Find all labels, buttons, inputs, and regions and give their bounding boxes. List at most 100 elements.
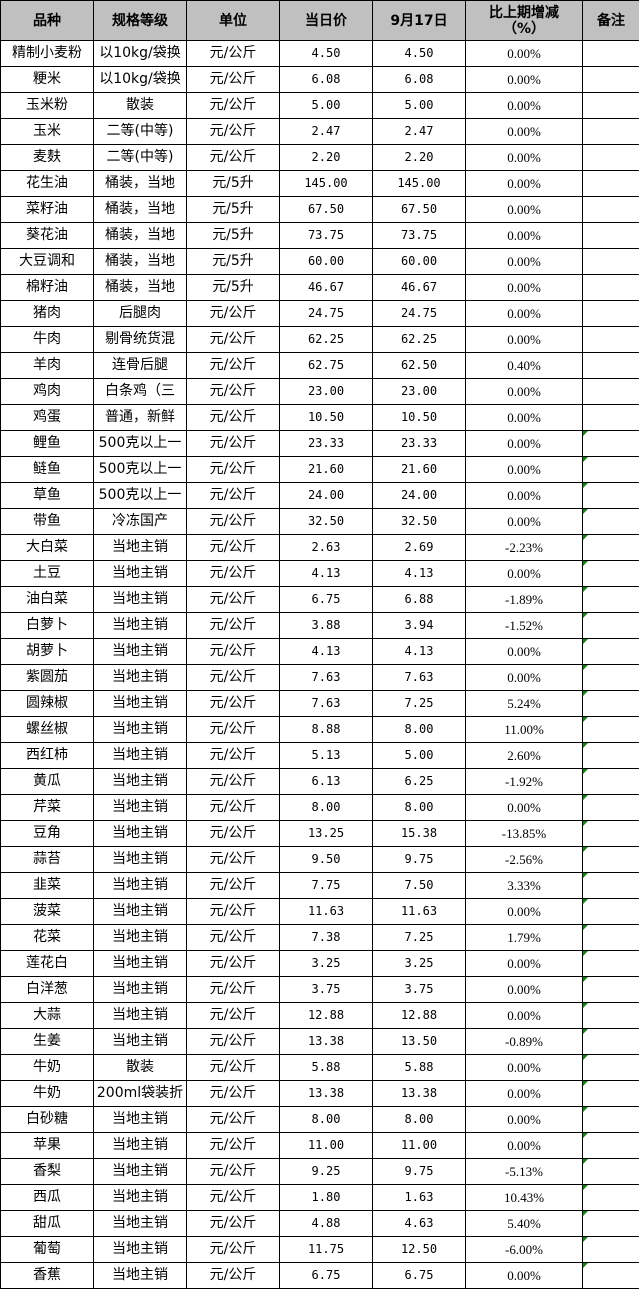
- note-cell: [582, 820, 639, 847]
- today-price-cell: 4.13: [279, 638, 373, 665]
- comment-marker-icon: [583, 951, 588, 956]
- note-cell: [582, 300, 639, 327]
- note-cell: [582, 430, 639, 457]
- comment-marker-icon: [583, 1055, 588, 1060]
- spec-cell: 500克以上一: [93, 456, 187, 483]
- prev-price-cell: 23.00: [372, 378, 466, 405]
- change-cell: 0.00%: [465, 430, 583, 457]
- item-cell: 土豆: [0, 560, 94, 587]
- comment-marker-icon: [583, 1159, 588, 1164]
- item-cell: 甜瓜: [0, 1210, 94, 1237]
- today-price-cell: 12.88: [279, 1002, 373, 1029]
- change-cell: 0.00%: [465, 144, 583, 171]
- note-cell: [582, 404, 639, 431]
- item-cell: 螺丝椒: [0, 716, 94, 743]
- table-row: 黄瓜 当地主销 元/公斤 6.13 6.25 -1.92%: [0, 768, 639, 795]
- spec-cell: 当地主销: [93, 872, 187, 899]
- today-price-cell: 8.00: [279, 794, 373, 821]
- note-cell: [582, 1106, 639, 1133]
- change-cell: 0.00%: [465, 794, 583, 821]
- comment-marker-icon: [583, 1107, 588, 1112]
- item-cell: 莲花白: [0, 950, 94, 977]
- spec-cell: 散装: [93, 1054, 187, 1081]
- note-cell: [582, 950, 639, 977]
- spec-cell: 后腿肉: [93, 300, 187, 327]
- table-row: 苹果 当地主销 元/公斤 11.00 11.00 0.00%: [0, 1132, 639, 1159]
- table-row: 羊肉 连骨后腿 元/公斤 62.75 62.50 0.40%: [0, 352, 639, 379]
- prev-price-cell: 23.33: [372, 430, 466, 457]
- table-row: 白砂糖 当地主销 元/公斤 8.00 8.00 0.00%: [0, 1106, 639, 1133]
- table-row: 豆角 当地主销 元/公斤 13.25 15.38 -13.85%: [0, 820, 639, 847]
- spec-cell: 当地主销: [93, 742, 187, 769]
- unit-cell: 元/公斤: [186, 1080, 280, 1107]
- today-price-cell: 13.38: [279, 1028, 373, 1055]
- spec-cell: 当地主销: [93, 1262, 187, 1289]
- unit-cell: 元/5升: [186, 170, 280, 197]
- note-cell: [582, 40, 639, 67]
- table-row: 牛肉 剔骨统货混 元/公斤 62.25 62.25 0.00%: [0, 326, 639, 353]
- table-row: 菠菜 当地主销 元/公斤 11.63 11.63 0.00%: [0, 898, 639, 925]
- comment-marker-icon: [583, 977, 588, 982]
- item-cell: 玉米: [0, 118, 94, 145]
- item-cell: 麦麸: [0, 144, 94, 171]
- table-row: 香蕉 当地主销 元/公斤 6.75 6.75 0.00%: [0, 1262, 639, 1289]
- today-price-cell: 23.00: [279, 378, 373, 405]
- table-row: 莲花白 当地主销 元/公斤 3.25 3.25 0.00%: [0, 950, 639, 977]
- change-cell: 2.60%: [465, 742, 583, 769]
- spec-cell: 当地主销: [93, 612, 187, 639]
- note-cell: [582, 352, 639, 379]
- table-row: 西瓜 当地主销 元/公斤 1.80 1.63 10.43%: [0, 1184, 639, 1211]
- change-cell: -2.23%: [465, 534, 583, 561]
- note-cell: [582, 274, 639, 301]
- comment-marker-icon: [583, 1185, 588, 1190]
- comment-marker-icon: [583, 509, 588, 514]
- unit-cell: 元/公斤: [186, 144, 280, 171]
- item-cell: 豆角: [0, 820, 94, 847]
- unit-cell: 元/公斤: [186, 378, 280, 405]
- prev-price-cell: 4.63: [372, 1210, 466, 1237]
- unit-cell: 元/公斤: [186, 456, 280, 483]
- comment-marker-icon: [583, 899, 588, 904]
- prev-price-cell: 5.00: [372, 92, 466, 119]
- note-cell: [582, 898, 639, 925]
- spec-cell: 当地主销: [93, 716, 187, 743]
- note-cell: [582, 586, 639, 613]
- unit-cell: 元/公斤: [186, 482, 280, 509]
- unit-cell: 元/公斤: [186, 300, 280, 327]
- prev-price-cell: 9.75: [372, 846, 466, 873]
- change-cell: 0.00%: [465, 976, 583, 1003]
- today-price-cell: 4.88: [279, 1210, 373, 1237]
- spec-cell: 当地主销: [93, 534, 187, 561]
- unit-cell: 元/公斤: [186, 1210, 280, 1237]
- prev-price-cell: 62.25: [372, 326, 466, 353]
- comment-marker-icon: [583, 1029, 588, 1034]
- spec-cell: 剔骨统货混: [93, 326, 187, 353]
- spec-cell: 桶装，当地: [93, 274, 187, 301]
- change-cell: 0.00%: [465, 560, 583, 587]
- prev-price-cell: 13.50: [372, 1028, 466, 1055]
- item-cell: 粳米: [0, 66, 94, 93]
- prev-price-cell: 6.75: [372, 1262, 466, 1289]
- comment-marker-icon: [583, 1263, 588, 1268]
- change-cell: 0.00%: [465, 326, 583, 353]
- prev-price-cell: 11.00: [372, 1132, 466, 1159]
- spec-cell: 当地主销: [93, 1184, 187, 1211]
- change-cell: -0.89%: [465, 1028, 583, 1055]
- spec-cell: 500克以上一: [93, 482, 187, 509]
- prev-price-cell: 21.60: [372, 456, 466, 483]
- today-price-cell: 7.38: [279, 924, 373, 951]
- change-cell: 0.00%: [465, 40, 583, 67]
- item-cell: 白砂糖: [0, 1106, 94, 1133]
- unit-cell: 元/公斤: [186, 560, 280, 587]
- table-row: 粳米 以10kg/袋换 元/公斤 6.08 6.08 0.00%: [0, 66, 639, 93]
- spec-cell: 当地主销: [93, 1158, 187, 1185]
- note-cell: [582, 196, 639, 223]
- today-price-cell: 2.47: [279, 118, 373, 145]
- unit-cell: 元/公斤: [186, 1106, 280, 1133]
- unit-cell: 元/公斤: [186, 742, 280, 769]
- comment-marker-icon: [583, 769, 588, 774]
- change-cell: 0.00%: [465, 118, 583, 145]
- today-price-cell: 67.50: [279, 196, 373, 223]
- unit-cell: 元/公斤: [186, 1028, 280, 1055]
- spec-cell: 200ml袋装折: [93, 1080, 187, 1107]
